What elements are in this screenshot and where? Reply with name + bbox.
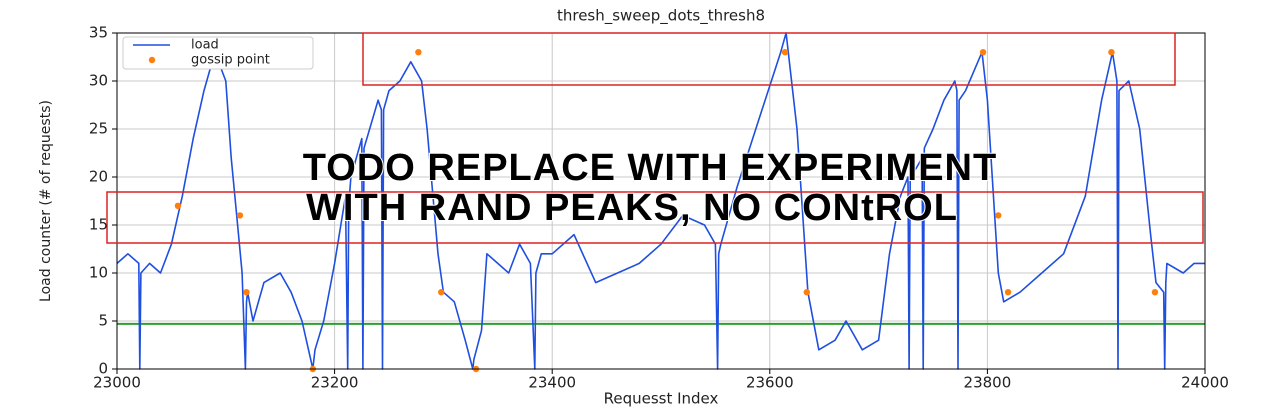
- y-tick-label: 35: [89, 24, 108, 42]
- x-tick-label: 24000: [1181, 374, 1229, 392]
- x-tick-label: 23400: [528, 374, 576, 392]
- x-axis-label: Requesst Index: [604, 390, 719, 408]
- scatter-point: [979, 49, 987, 56]
- legend-label: load: [191, 38, 219, 53]
- y-axis-label: Load counter (# of requests): [38, 100, 54, 302]
- scatter-point: [415, 49, 422, 56]
- y-tick-label: 10: [89, 264, 108, 282]
- legend-label: gossip point: [191, 53, 270, 68]
- annotation: TODO REPLACE WITH EXPERIMENT: [303, 147, 997, 189]
- scatter-point: [1151, 289, 1159, 296]
- scatter-point: [995, 212, 1002, 219]
- annotation: WITH RAND PEAKS, NO CONtROL: [306, 187, 958, 229]
- y-tick-label: 5: [98, 312, 108, 330]
- scatter-point: [236, 212, 244, 219]
- plot-area: [116, 32, 1205, 373]
- scatter-point: [243, 289, 250, 296]
- line-series: [116, 32, 1205, 370]
- x-tick-label: 23600: [746, 374, 794, 392]
- scatter-point: [1004, 289, 1012, 296]
- highlight-box: [362, 32, 1176, 86]
- scatter-point: [438, 289, 445, 296]
- scatter-point: [174, 202, 182, 209]
- scatter-point: [1108, 49, 1115, 56]
- highlight-box: [106, 191, 1204, 244]
- scatter-point: [781, 49, 789, 56]
- y-tick-label: 20: [89, 168, 108, 186]
- legend-box: [122, 36, 314, 70]
- y-tick-label: 25: [89, 120, 108, 138]
- x-tick-label: 23000: [93, 374, 141, 392]
- x-tick-label: 23200: [311, 374, 359, 392]
- scatter-point: [803, 289, 810, 296]
- y-tick-label: 30: [89, 72, 108, 90]
- y-tick-label: 0: [98, 360, 108, 378]
- x-tick-label: 23800: [964, 374, 1012, 392]
- chart-title: thresh_sweep_dots_thresh8: [557, 7, 765, 26]
- y-tick-label: 15: [89, 216, 108, 234]
- legend-swatch: [148, 56, 156, 64]
